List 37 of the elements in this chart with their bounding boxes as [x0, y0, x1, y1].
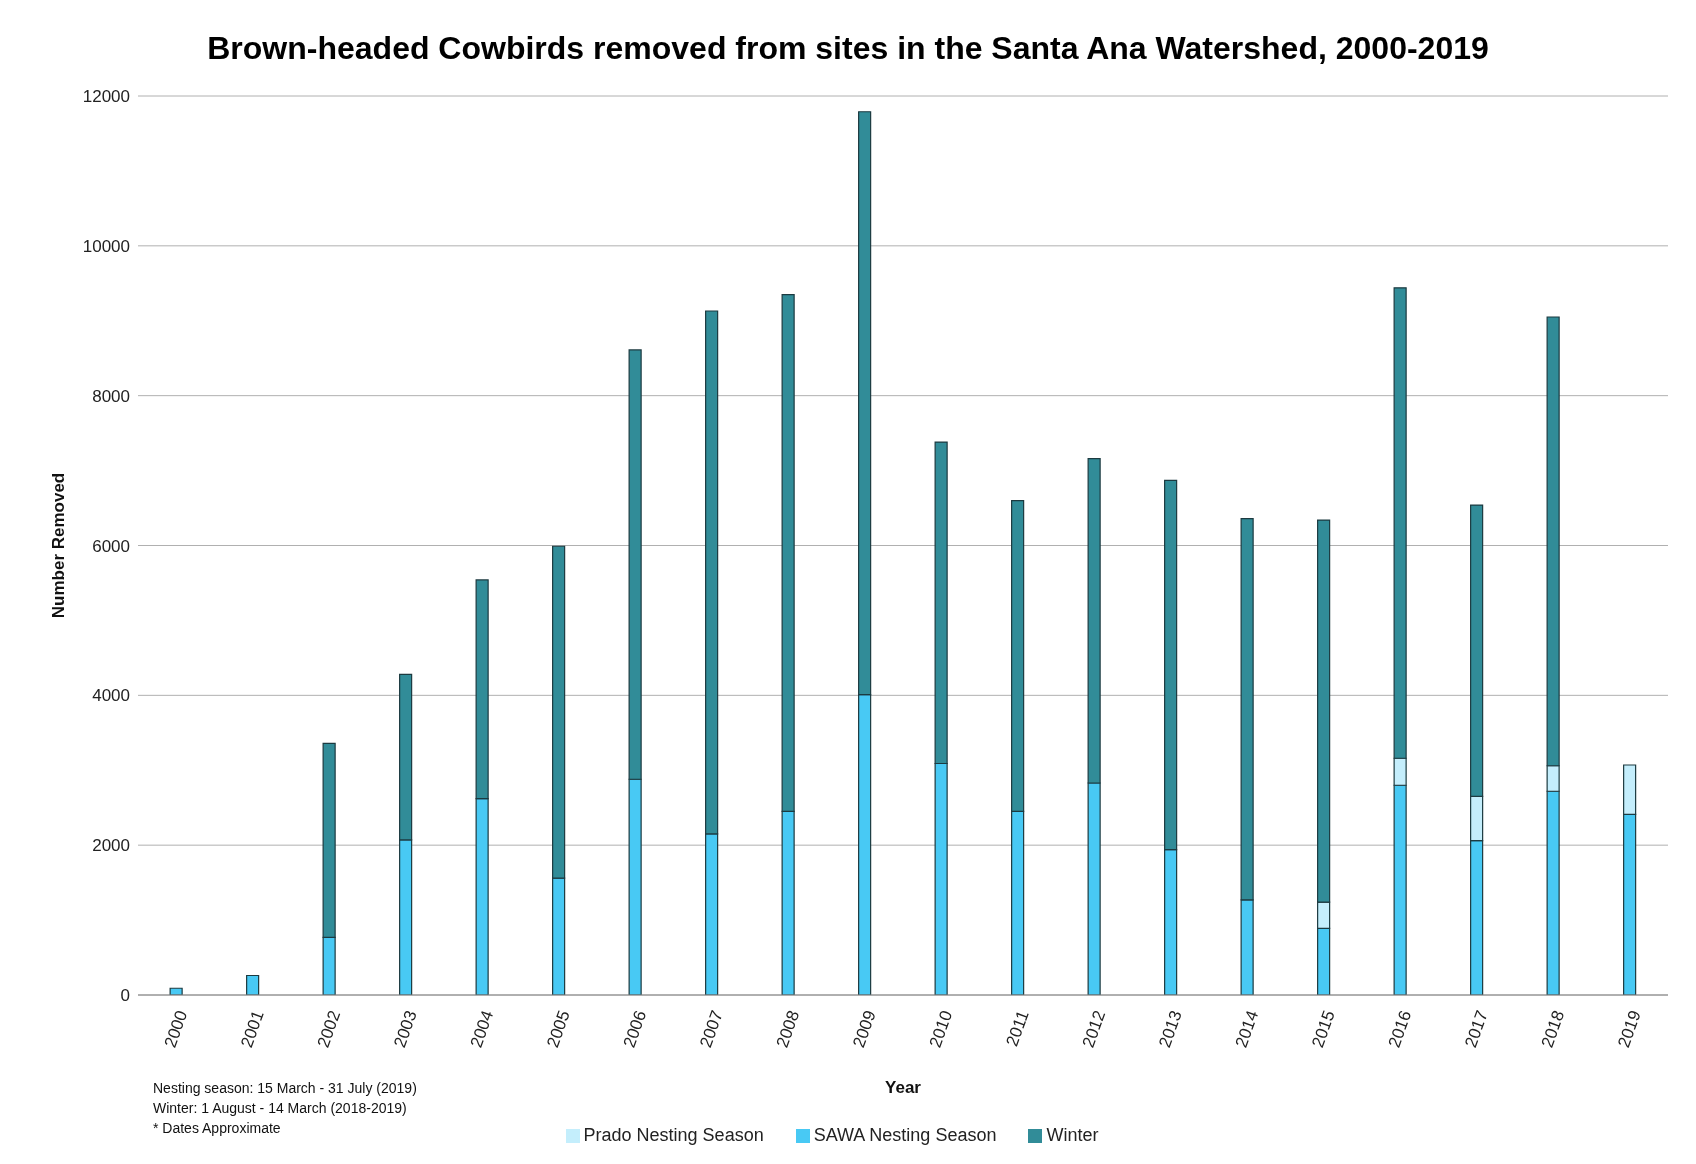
x-tick-label: 2002 [313, 1008, 345, 1051]
x-tick-label: 2005 [543, 1008, 574, 1051]
x-tick-label: 2011 [1002, 1008, 1033, 1049]
text: Winter: 1 August - 14 March (2018-2019) [153, 1099, 408, 1118]
x-tick-label: 2019 [1614, 1008, 1645, 1051]
y-axis-title: Number Removed [49, 472, 69, 619]
x-tick-label: 2004 [466, 1008, 498, 1051]
text: * Dates Approximate [153, 1119, 282, 1138]
x-axis-title: Year [885, 1078, 922, 1097]
x-tick-label: 2014 [1231, 1008, 1263, 1051]
x-tick-label: 2001 [237, 1008, 268, 1051]
x-tick-label: 2012 [1078, 1008, 1110, 1051]
chart-title: Brown-headed Cowbirds removed from sites in the Santa Ana Watershed, 2000-2019 [206, 29, 1490, 68]
y-tick-label: 10000 [82, 236, 130, 256]
x-tick-label: 2018 [1537, 1008, 1569, 1051]
legend-label: SAWA Nesting Season [813, 1125, 997, 1145]
y-tick-label: 8000 [92, 386, 130, 406]
x-tick-label: 2006 [619, 1008, 651, 1051]
legend-label: Prado Nesting Season [583, 1125, 764, 1145]
x-tick-label: 2008 [772, 1008, 804, 1051]
x-tick-label: 2015 [1308, 1008, 1339, 1051]
legend-label: Winter [1046, 1125, 1099, 1145]
x-tick-label: 2016 [1384, 1008, 1416, 1051]
y-tick-label: 4000 [92, 686, 130, 706]
x-tick-label: 2013 [1155, 1008, 1186, 1051]
x-tick-label: 2010 [925, 1008, 957, 1051]
y-tick-label: 12000 [82, 87, 130, 107]
x-tick-label: 2000 [160, 1008, 192, 1051]
text: Nesting season: 15 March - 31 July (2019) [153, 1079, 417, 1098]
x-tick-label: 2009 [849, 1008, 880, 1051]
y-tick-label: 6000 [92, 536, 130, 556]
x-tick-label: 2017 [1461, 1008, 1492, 1051]
x-tick-label: 2003 [390, 1008, 421, 1051]
y-tick-label: 2000 [92, 836, 130, 856]
x-tick-label: 2007 [696, 1008, 727, 1051]
y-tick-label: 0 [120, 986, 130, 1006]
bar [246, 974, 260, 995]
